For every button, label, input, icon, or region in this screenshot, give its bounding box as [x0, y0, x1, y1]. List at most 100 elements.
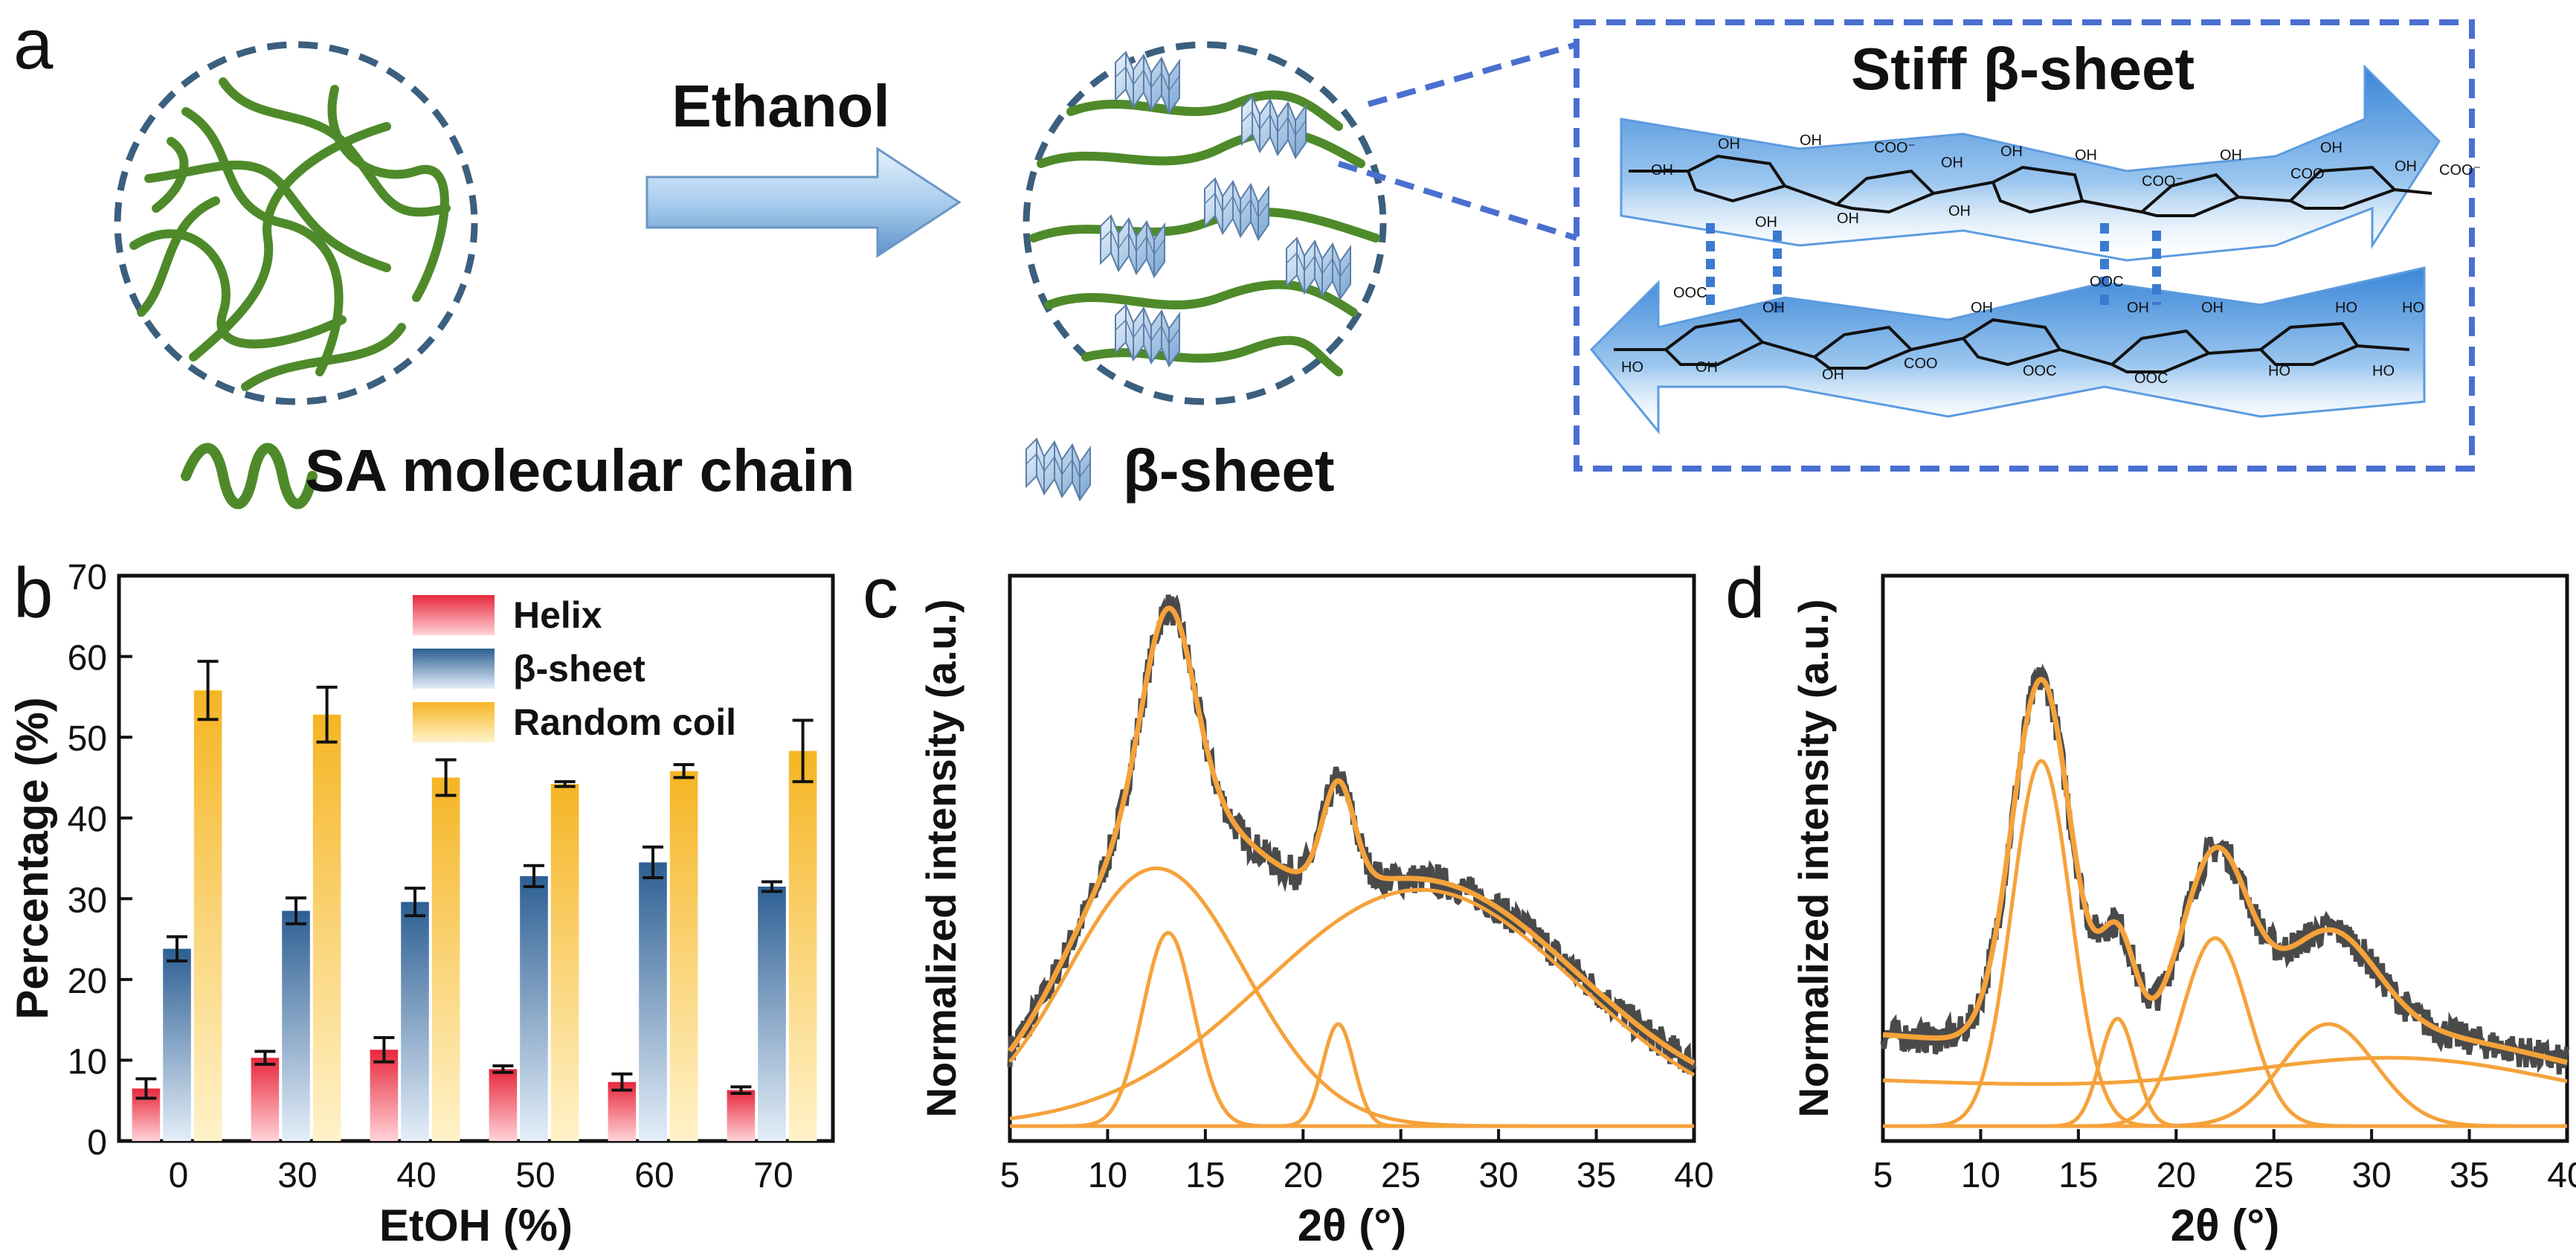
chem-label: COO: [1904, 356, 1938, 372]
upper-chain-rings: [1629, 154, 2432, 217]
chem-label: OH: [1948, 203, 1971, 219]
random-chains: [129, 77, 451, 391]
bar-Random coil: [788, 750, 817, 1141]
sa-chain-legend: SA molecular chain: [305, 437, 855, 504]
sa-chain-icon: [181, 443, 318, 510]
x-tick-label: 25: [2254, 1156, 2293, 1195]
y-tick-label: 10: [68, 1042, 107, 1081]
chem-label: HO: [2372, 363, 2395, 379]
chem-label: OH: [1971, 300, 1993, 316]
bar-β-sheet: [639, 862, 667, 1141]
panel-d-label: d: [1725, 553, 1765, 633]
x-tick-label: 10: [1961, 1156, 2000, 1195]
chem-label: OH: [2000, 144, 2023, 160]
y-tick-label: 20: [68, 962, 107, 1001]
x-tick-label: 5: [1873, 1156, 1893, 1195]
bar-β-sheet: [401, 901, 429, 1141]
panel-c-xlabel: 2θ (°): [1298, 1200, 1406, 1250]
y-tick-label: 50: [68, 719, 107, 759]
x-tick-label: 35: [2450, 1156, 2489, 1195]
x-tick-label: 15: [2058, 1156, 2098, 1195]
bar-β-sheet: [163, 948, 191, 1141]
bar-Helix: [608, 1081, 637, 1141]
bar-Helix: [727, 1090, 756, 1141]
ordered-chains-circle: [1023, 41, 1387, 405]
panel-c-curves: [1007, 594, 1697, 1128]
chem-label: COO⁻: [2142, 173, 2183, 190]
y-tick-label: 60: [68, 639, 107, 678]
chem-label: OH: [2075, 147, 2097, 164]
fit-component-line: [1009, 887, 1696, 1121]
bar-Random coil: [312, 714, 341, 1141]
chem-label: OH: [1941, 155, 1963, 171]
legend-label: Random coil: [513, 701, 736, 743]
x-tick-label: 60: [634, 1156, 674, 1195]
legend-label: Helix: [513, 594, 602, 636]
x-tick-label: 40: [1674, 1156, 1713, 1195]
random-chains-circle: [114, 41, 478, 405]
x-tick-label: 20: [2157, 1156, 2196, 1195]
bar-Helix: [370, 1050, 399, 1141]
bar-Random coil: [431, 777, 460, 1141]
panel-a: a Ethanol: [13, 4, 2481, 510]
bar-β-sheet: [282, 910, 310, 1141]
x-tick-label: 20: [1284, 1156, 1323, 1195]
chem-label: OH: [1822, 367, 1844, 383]
lower-chain-rings: [1614, 318, 2410, 373]
stiff-beta-sheet-box: [1574, 19, 2475, 472]
x-tick-label: 5: [1000, 1156, 1020, 1195]
bar-β-sheet: [758, 887, 786, 1141]
chem-label: OH: [2127, 300, 2149, 316]
x-tick-label: 0: [169, 1156, 189, 1195]
chem-label: OH: [1718, 136, 1740, 152]
panel-c-x-ticks: 5 10 15 20 25 30 35 40: [1000, 1129, 1714, 1195]
ethanol-arrow-icon: [645, 147, 962, 258]
ethanol-label: Ethanol: [672, 73, 889, 139]
chem-label: OH: [2201, 300, 2224, 316]
ordered-chains: [1029, 90, 1380, 376]
fit-component-line: [1883, 1022, 2567, 1128]
beta-sheet-legend-icon: [1025, 438, 1091, 501]
panel-c-ylabel: Normalized intensity (a.u.): [918, 600, 965, 1118]
chem-label: OOC: [2134, 370, 2168, 387]
panel-d-ylabel: Normalized intensity (a.u.): [1790, 600, 1837, 1118]
chem-label: COO⁻: [2439, 162, 2481, 179]
panel-b-legend: Helix β-sheet Random coil: [413, 594, 736, 743]
cumulative-fit-line: [1882, 676, 2568, 1065]
legend-label: β-sheet: [513, 648, 645, 690]
panel-a-label: a: [13, 4, 54, 84]
chem-label: OH: [2220, 147, 2242, 164]
beta-sheet-blocks: [1100, 51, 1351, 367]
panel-b-ylabel: Percentage (%): [7, 697, 57, 1019]
upper-ribbon: [1620, 64, 2441, 262]
raw-data-line: [1880, 663, 2570, 1075]
bar-Helix: [489, 1069, 518, 1141]
panel-b: b 0 10 20 30 40 50 60 70 0 30 40 50 60 70 Helix β-she…: [7, 553, 835, 1250]
chem-label: OH: [1651, 162, 1673, 179]
panel-b-frame: [117, 573, 835, 1143]
y-tick-label: 70: [68, 558, 107, 597]
hydrogen-bonds: [1706, 223, 2161, 312]
x-tick-label: 30: [277, 1156, 317, 1195]
y-tick-label: 0: [87, 1123, 107, 1163]
chem-label: OH: [1837, 210, 1859, 227]
chem-label: HO: [2402, 300, 2424, 316]
panel-d-xlabel: 2θ (°): [2171, 1200, 2279, 1250]
beta-sheet-legend: β-sheet: [1123, 437, 1334, 504]
panel-c-frame: [1008, 573, 1696, 1143]
x-tick-label: 50: [515, 1156, 555, 1195]
cumulative-fit-line: [1008, 605, 1696, 1066]
chem-label: OOC: [2090, 274, 2124, 290]
panel-b-xlabel: EtOH (%): [379, 1200, 573, 1250]
panel-b-bars: [132, 660, 817, 1141]
legend-swatch: [413, 595, 495, 635]
x-tick-label: 10: [1088, 1156, 1127, 1195]
chem-label: COO⁻: [1874, 140, 1916, 156]
stiff-beta-sheet-title: Stiff β-sheet: [1851, 36, 2195, 102]
fit-component-line: [1010, 1022, 1694, 1128]
chem-label: OH: [2320, 140, 2342, 156]
chem-label: OH: [1762, 300, 1785, 316]
chem-label: OOC: [2023, 363, 2057, 379]
fit-component-line: [1010, 930, 1694, 1128]
lower-ribbon: [1589, 266, 2426, 435]
